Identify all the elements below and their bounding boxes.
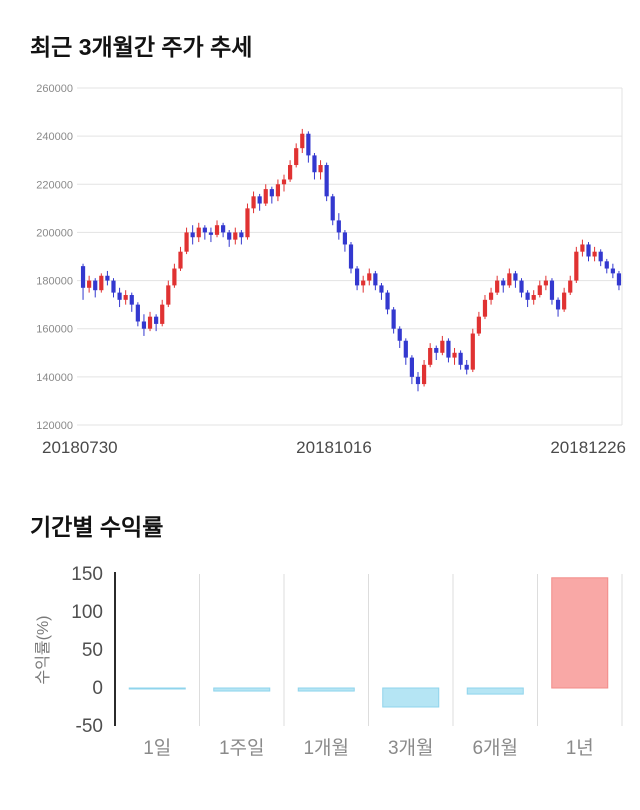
return-y-axis-label: 수익률(%) [34, 615, 52, 684]
svg-text:1개월: 1개월 [303, 737, 349, 759]
svg-text:1일: 1일 [143, 737, 171, 759]
svg-text:150: 150 [71, 564, 103, 585]
svg-text:100: 100 [71, 602, 103, 623]
svg-text:1년: 1년 [566, 737, 594, 759]
svg-text:220000: 220000 [36, 179, 73, 191]
price-grid-and-ticks: 120000 140000 160000 180000 200000 220000 2400… [36, 83, 623, 432]
price-candlestick-chart: 120000 140000 160000 180000 200000 220000 2400… [36, 83, 623, 432]
svg-text:140000: 140000 [36, 372, 73, 384]
price-x-axis: 20180730 20181016 20181226 [0, 436, 640, 458]
x-axis-label-mid: 20181016 [296, 438, 372, 457]
svg-text:1주일: 1주일 [219, 737, 265, 759]
period-returns-title: 기간별 수익률 [30, 514, 164, 540]
svg-text:260000: 260000 [36, 83, 73, 95]
return-bars: 1일 1주일 1개월 3개월 6개월 1년 [128, 577, 609, 759]
stock-report-page: 최근 3개월간 주가 추세 120000 140000 160000 180000 20… [0, 34, 640, 766]
svg-text:6개월: 6개월 [472, 737, 518, 759]
x-axis-label-start: 20180730 [42, 438, 118, 457]
svg-text:180000: 180000 [36, 276, 73, 288]
svg-text:0: 0 [92, 678, 103, 699]
return-grid-and-ticks: 150 100 50 0 -50 [71, 564, 623, 737]
svg-text:120000: 120000 [36, 420, 73, 432]
price-trend-section: 최근 3개월간 주가 추세 120000 140000 160000 180000 20… [0, 34, 640, 458]
period-returns-section: 기간별 수익률 150 100 50 0 -50 1일 1주일 1개월 3개월 6개월 1년 수익률(… [0, 508, 640, 766]
period-returns-bar-chart: 150 100 50 0 -50 1일 1주일 1개월 3개월 6개월 1년 수익률(%) [34, 564, 623, 759]
svg-text:200000: 200000 [36, 227, 73, 239]
price-candles [80, 128, 622, 392]
x-axis-label-end: 20181226 [550, 438, 626, 457]
price-trend-title: 최근 3개월간 주가 추세 [30, 34, 253, 60]
svg-text:3개월: 3개월 [388, 737, 434, 759]
svg-text:-50: -50 [76, 716, 103, 737]
svg-text:160000: 160000 [36, 324, 73, 336]
svg-text:240000: 240000 [36, 131, 73, 143]
svg-text:50: 50 [82, 640, 103, 661]
